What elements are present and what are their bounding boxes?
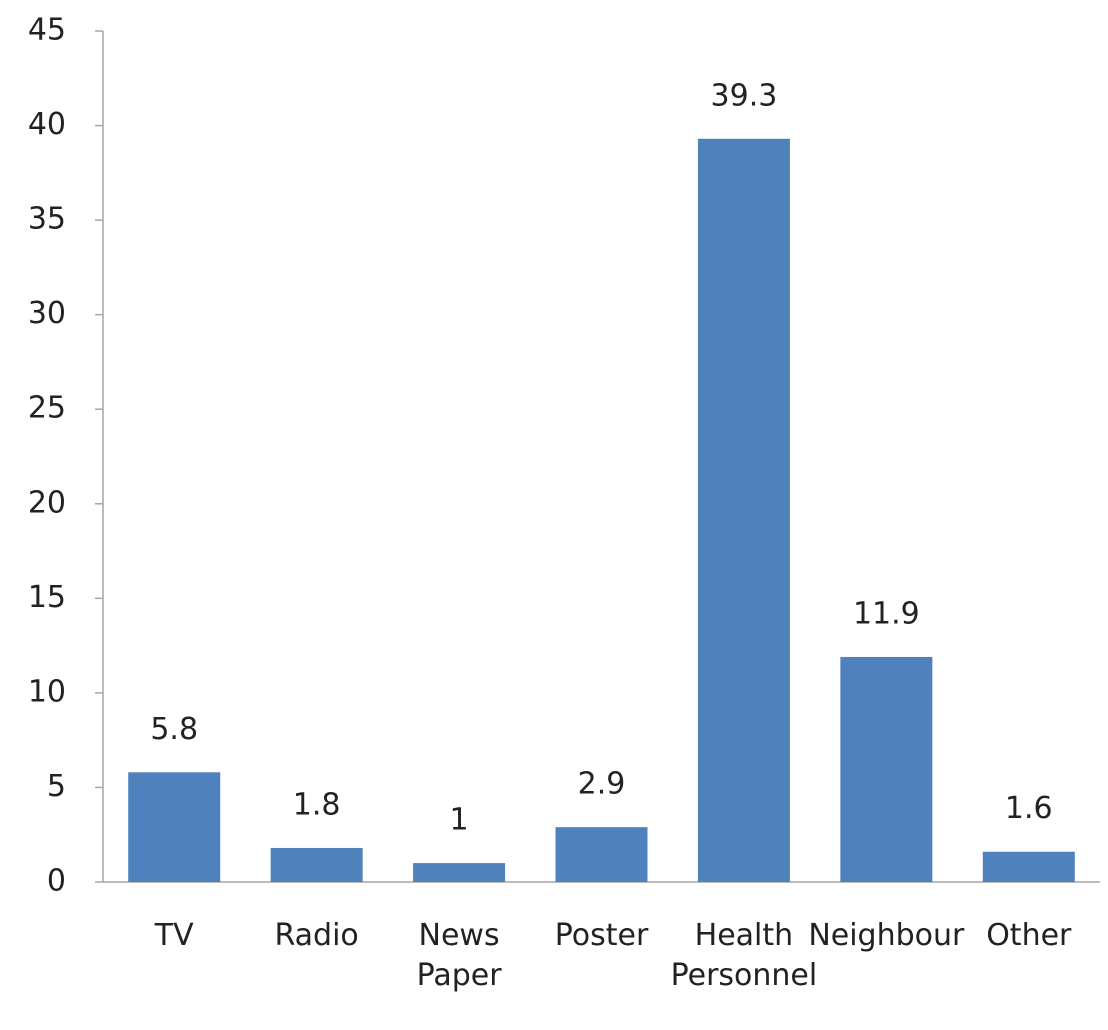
bar <box>128 772 221 882</box>
y-tick-label: 30 <box>28 296 66 331</box>
value-label: 1 <box>450 803 469 838</box>
x-tick-label: News Paper <box>417 918 503 993</box>
y-tick-label: 15 <box>28 580 66 615</box>
value-label: 5.8 <box>150 712 198 747</box>
value-label: 2.9 <box>578 767 626 802</box>
value-label: 39.3 <box>711 78 778 113</box>
y-tick-label: 45 <box>28 13 66 48</box>
value-label: 11.9 <box>853 596 920 631</box>
y-tick-label: 20 <box>28 485 66 520</box>
y-tick-label: 40 <box>28 107 66 142</box>
bar <box>840 656 933 882</box>
bar <box>697 138 790 882</box>
y-tick-label: 25 <box>28 391 66 426</box>
x-tick-label: Other <box>986 918 1072 953</box>
bar <box>555 827 648 882</box>
x-tick-label: Health Personnel <box>671 918 818 993</box>
y-tick-label: 10 <box>28 674 66 709</box>
x-tick-label: TV <box>154 918 194 953</box>
x-tick-label: Radio <box>274 918 358 953</box>
value-label: 1.8 <box>293 787 341 822</box>
y-tick-label: 0 <box>47 864 66 899</box>
bar <box>982 851 1075 882</box>
x-tick-label: Neighbour <box>808 918 965 953</box>
bar <box>270 847 363 882</box>
value-label: 1.6 <box>1005 791 1053 826</box>
y-tick-label: 35 <box>28 202 66 237</box>
x-tick-label: Poster <box>555 918 649 953</box>
y-tick-label: 5 <box>47 769 66 804</box>
bar <box>413 863 506 882</box>
